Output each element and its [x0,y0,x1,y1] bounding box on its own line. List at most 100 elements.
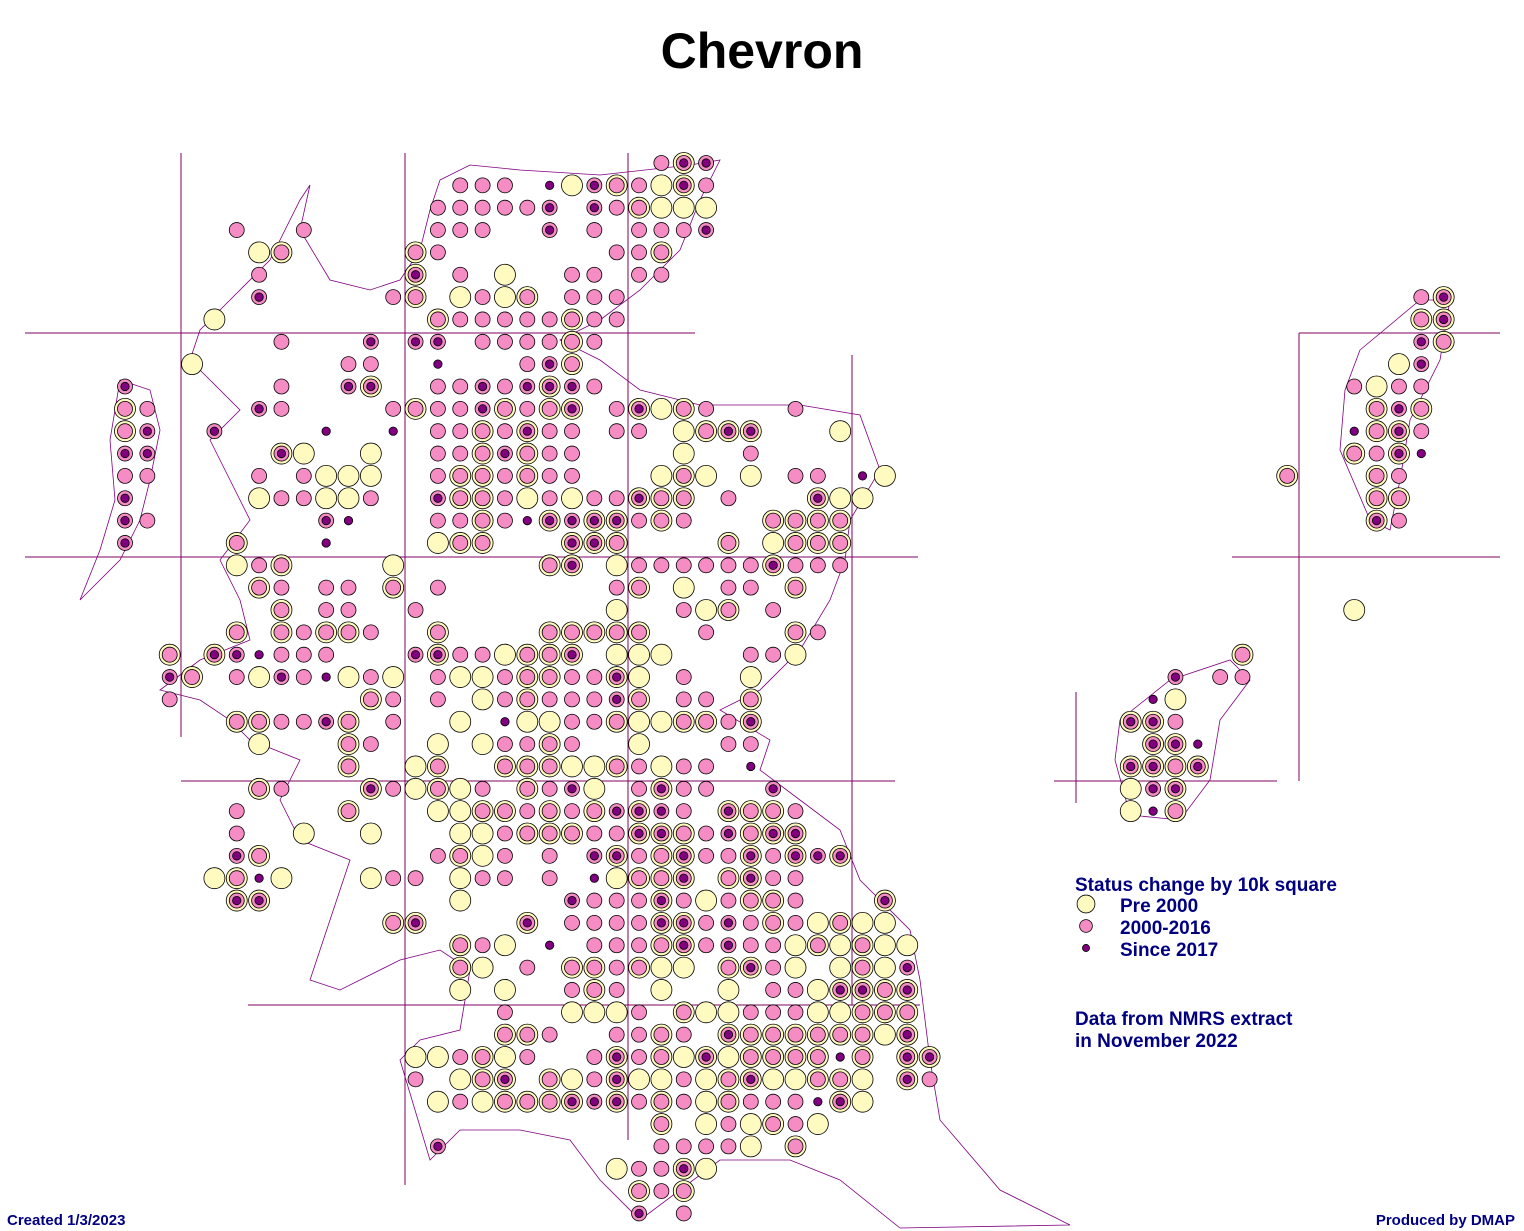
status-dot [851,912,874,934]
status-dot [564,467,580,484]
status-dot [612,515,622,526]
status-dot [835,985,845,995]
status-dot [429,423,446,440]
status-dot [1170,672,1181,682]
status-dot [675,1183,692,1199]
status-dot [407,400,424,417]
status-dot [519,311,536,328]
status-dot [631,937,647,954]
status-dot [608,579,625,596]
status-dot [541,400,558,417]
status-dot [746,851,756,861]
status-dot [787,803,804,820]
status-dot [449,822,472,845]
status-dot [653,937,670,954]
status-dot [500,717,510,727]
status-dot [656,784,667,794]
status-dot [337,487,360,510]
status-dot [564,289,580,306]
status-dot [366,337,376,347]
status-dot [746,962,756,973]
status-dot [631,915,647,931]
status-dot [545,180,555,190]
status-dot [720,557,737,574]
status-dot [809,937,826,954]
status-dot [656,918,667,928]
status-dot [612,672,622,682]
status-dot [787,624,804,641]
status-dot [1391,512,1407,529]
status-dot [631,266,647,283]
status-dot [653,244,670,261]
status-dot [902,1074,912,1084]
status-dot [1435,333,1452,350]
status-dot [1167,713,1184,730]
status-dot [474,423,491,440]
status-dot [385,289,402,306]
status-dot [120,538,130,548]
status-dot [1413,311,1430,328]
status-dot [874,464,896,487]
status-dot [612,806,622,816]
status-dot [1126,717,1136,727]
status-dot [248,487,271,510]
status-dot [449,666,472,688]
status-dot [742,1093,759,1110]
status-dot [672,420,695,443]
status-dot [564,736,580,752]
status-dot [471,822,494,845]
status-dot [832,915,849,931]
status-dot [586,490,603,507]
status-dot [404,755,427,778]
status-dot [787,1026,804,1043]
status-dot [653,557,670,574]
status-dot [1148,694,1158,705]
grid-lines [25,153,1500,1185]
status-dot [321,672,331,682]
status-dot [742,579,759,596]
status-dot [832,512,849,529]
status-dot [765,915,782,931]
status-dot [701,225,711,235]
status-dot [321,515,331,526]
status-dot [631,870,647,887]
status-dot [742,1026,759,1043]
status-dot [631,780,647,797]
status-dot [541,758,558,775]
status-dot [1416,337,1426,347]
status-dot [516,487,539,510]
status-dot [720,1116,737,1132]
status-dot [1368,490,1385,507]
status-dot [1167,758,1184,775]
status-dot [561,1001,583,1024]
status-dot [768,560,778,570]
status-dot [717,1001,740,1024]
status-dot [1212,669,1229,685]
status-dot [608,758,625,775]
status-dot [813,493,823,503]
status-dot [631,177,647,194]
status-dot [746,1074,756,1084]
status-dot [1413,289,1430,306]
status-dot [452,177,469,194]
created-date: Created 1/3/2023 [7,1212,125,1229]
status-dot [877,1004,893,1021]
status-dot [295,222,312,238]
status-dot [362,490,379,507]
status-dot [273,244,290,261]
status-dot [675,892,692,909]
status-dot [634,828,644,839]
status-dot [471,844,494,867]
status-dot [583,755,606,778]
status-dot [273,333,290,350]
status-dot [337,666,360,688]
status-dot [701,1052,711,1062]
status-dot [564,915,580,931]
map-title: Chevron [661,23,864,79]
status-dot [653,1049,670,1065]
status-dot [545,940,555,950]
status-dot [765,1026,782,1043]
status-dot [672,576,695,599]
status-dot [474,803,491,820]
